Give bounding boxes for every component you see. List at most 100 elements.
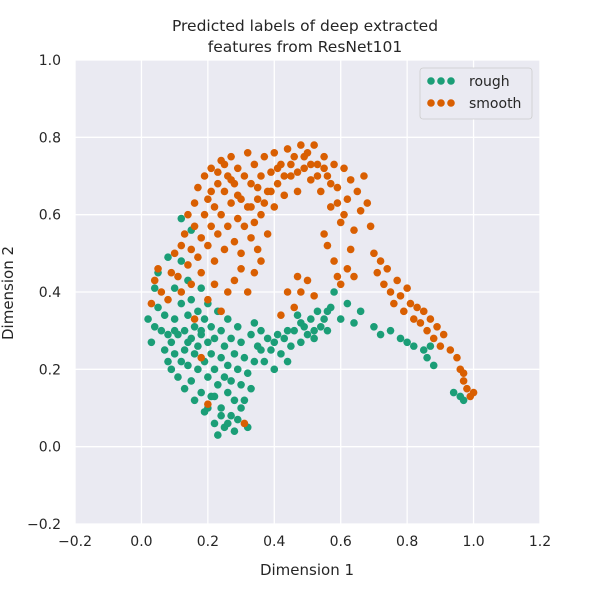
- data-point-rough: [310, 326, 318, 335]
- data-point-smooth: [267, 168, 275, 176]
- data-point-rough: [164, 253, 172, 261]
- data-point-smooth: [250, 268, 259, 277]
- data-point-rough: [247, 330, 255, 339]
- data-point-smooth: [323, 241, 332, 250]
- data-point-rough: [263, 334, 272, 343]
- data-point-smooth: [214, 230, 222, 238]
- x-tick-label: 1.0: [462, 534, 484, 550]
- data-point-rough: [170, 284, 179, 292]
- data-point-smooth: [270, 203, 279, 211]
- data-point-rough: [150, 323, 159, 331]
- legend-dot-smooth: [437, 99, 445, 107]
- data-point-smooth: [227, 152, 235, 161]
- data-point-smooth: [326, 203, 335, 211]
- data-point-rough: [403, 338, 411, 347]
- data-point-smooth: [273, 179, 282, 188]
- data-point-rough: [204, 338, 212, 347]
- data-point-smooth: [223, 288, 232, 296]
- data-point-smooth: [330, 160, 338, 169]
- data-point-smooth: [350, 272, 358, 281]
- data-point-smooth: [283, 288, 292, 296]
- data-point-rough: [423, 353, 431, 362]
- data-point-rough: [147, 338, 156, 347]
- data-point-smooth: [233, 164, 242, 173]
- data-point-smooth: [459, 369, 468, 378]
- data-point-smooth: [217, 210, 225, 219]
- data-point-smooth: [340, 210, 348, 219]
- data-point-smooth: [333, 183, 342, 192]
- data-point-rough: [160, 346, 169, 354]
- data-point-rough: [293, 311, 302, 320]
- data-point-smooth: [233, 214, 242, 223]
- y-tick-label: 1.0: [39, 53, 61, 69]
- data-point-smooth: [240, 172, 249, 180]
- data-point-rough: [303, 330, 312, 339]
- x-tick-label: 0.6: [330, 534, 352, 550]
- data-point-rough: [214, 381, 222, 389]
- data-point-smooth: [310, 141, 318, 149]
- data-point-rough: [170, 326, 179, 335]
- data-point-smooth: [177, 288, 186, 296]
- data-point-rough: [197, 284, 206, 292]
- data-point-smooth: [380, 280, 388, 289]
- data-point-rough: [240, 396, 249, 405]
- legend-label-smooth: smooth: [469, 96, 521, 112]
- data-point-smooth: [253, 245, 262, 254]
- data-point-smooth: [210, 203, 219, 211]
- data-point-smooth: [326, 179, 335, 188]
- data-point-rough: [243, 369, 252, 378]
- data-point-rough: [283, 357, 292, 366]
- data-point-smooth: [426, 315, 435, 323]
- data-point-rough: [343, 299, 352, 308]
- data-point-smooth: [283, 145, 292, 153]
- legend-marker-smooth: [427, 99, 455, 107]
- data-point-smooth: [177, 241, 186, 250]
- data-point-smooth: [194, 253, 202, 261]
- data-point-smooth: [343, 265, 352, 273]
- data-point-smooth: [227, 176, 235, 184]
- data-point-smooth: [207, 187, 215, 196]
- data-point-rough: [194, 342, 202, 350]
- data-point-rough: [170, 350, 179, 358]
- data-point-smooth: [197, 234, 206, 242]
- data-point-rough: [227, 334, 235, 343]
- data-point-rough: [223, 388, 232, 397]
- data-point-smooth: [409, 315, 418, 323]
- data-point-smooth: [360, 172, 368, 180]
- data-point-smooth: [190, 315, 199, 323]
- data-point-rough: [177, 357, 186, 366]
- data-point-smooth: [463, 384, 471, 393]
- data-point-rough: [310, 334, 318, 343]
- data-point-rough: [220, 342, 229, 350]
- data-point-smooth: [280, 172, 289, 180]
- data-point-rough: [247, 384, 255, 393]
- data-point-rough: [174, 373, 182, 381]
- data-point-rough: [144, 315, 152, 323]
- data-point-smooth: [303, 276, 312, 285]
- data-point-rough: [233, 323, 242, 331]
- data-point-rough: [197, 388, 206, 397]
- data-point-rough: [210, 419, 219, 428]
- data-point-smooth: [267, 187, 275, 196]
- data-point-rough: [200, 315, 209, 323]
- data-point-smooth: [164, 295, 172, 304]
- data-point-smooth: [313, 160, 322, 169]
- data-point-rough: [419, 346, 428, 354]
- data-point-rough: [250, 357, 259, 366]
- data-point-smooth: [200, 172, 209, 180]
- data-point-rough: [260, 357, 269, 366]
- legend-dot-rough: [447, 77, 455, 85]
- data-point-rough: [350, 319, 358, 327]
- data-point-smooth: [390, 299, 398, 308]
- data-point-rough: [190, 350, 199, 358]
- data-point-smooth: [157, 288, 166, 296]
- data-point-rough: [150, 284, 159, 292]
- data-point-rough: [217, 411, 225, 420]
- data-point-smooth: [363, 199, 372, 207]
- data-point-smooth: [436, 342, 445, 350]
- chart-title-line-1: Predicted labels of deep extracted: [172, 17, 438, 35]
- data-point-smooth: [290, 303, 299, 312]
- x-tick-label: 0.0: [130, 534, 152, 550]
- data-point-smooth: [204, 295, 212, 304]
